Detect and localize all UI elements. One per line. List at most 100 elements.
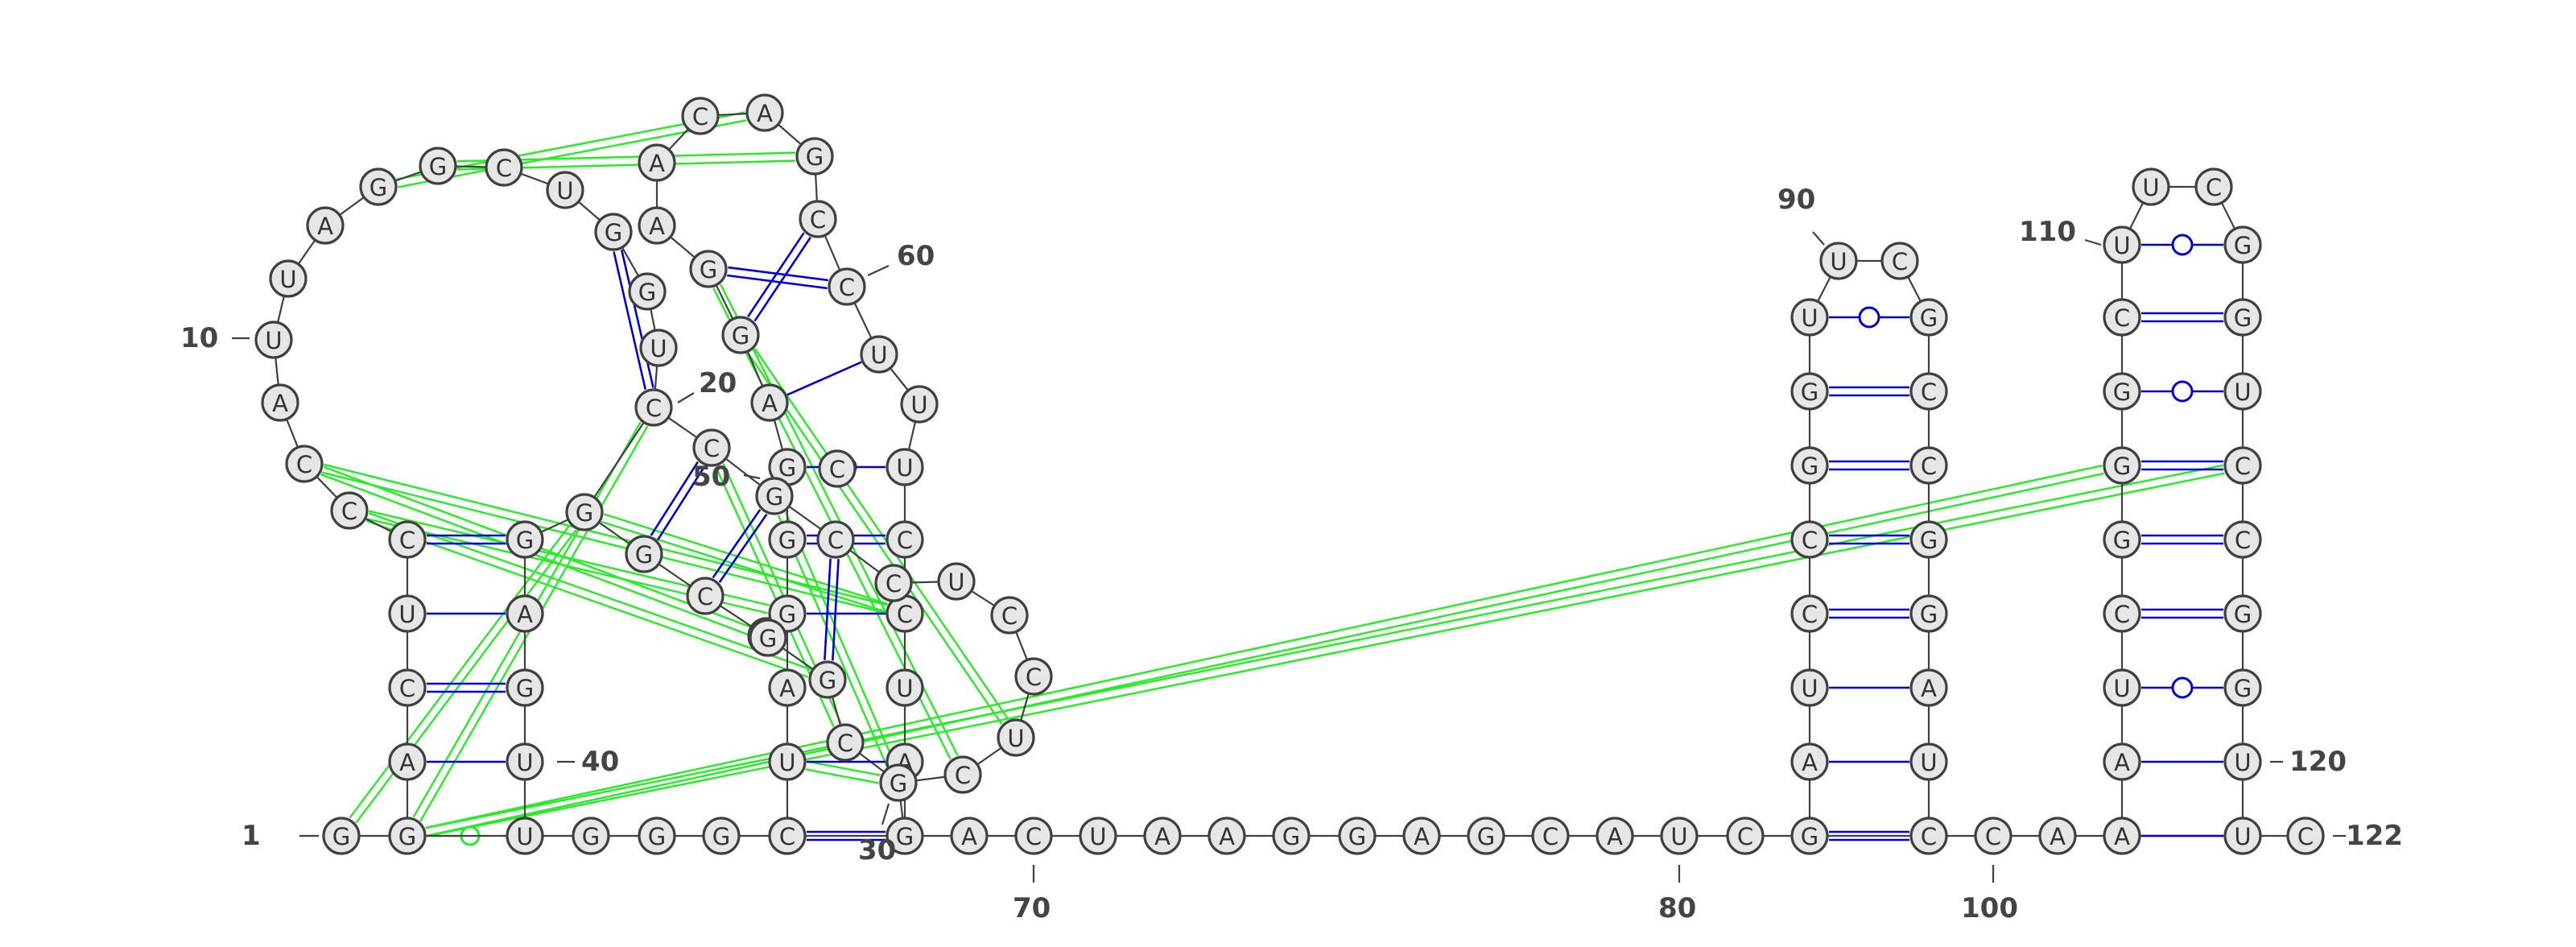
nucleotide-letter: C	[1542, 823, 1558, 850]
nucleotide: G	[1790, 372, 1829, 411]
position-tick	[881, 803, 890, 825]
nucleotide-letter: U	[947, 569, 964, 596]
nucleotide-circle	[2103, 668, 2141, 707]
nucleotide-letter: C	[1921, 378, 1937, 406]
nucleotide-letter: C	[886, 570, 902, 598]
position-label: 120	[2289, 746, 2347, 778]
nucleotide-letter: C	[2297, 823, 2314, 850]
nucleotide: C	[799, 200, 837, 238]
nucleotide-circle	[768, 668, 807, 707]
nucleotide: C	[1790, 594, 1829, 633]
nucleotide-circle	[816, 520, 855, 559]
nucleotide: G	[628, 272, 667, 311]
nucleotide-letter: C	[697, 583, 713, 610]
nucleotide: G	[1467, 817, 1505, 855]
nucleotide-circle	[943, 755, 982, 794]
nucleotide-letter: C	[897, 527, 913, 554]
nucleotide-circle	[2223, 446, 2262, 485]
nucleotide: U	[1660, 817, 1699, 855]
nucleotide: U	[2223, 372, 2262, 411]
nucleotide-circle	[826, 723, 865, 762]
nucleotide-letter: A	[1802, 749, 1818, 776]
canonical-pair	[753, 237, 811, 322]
nucleotide: U	[1819, 242, 1858, 280]
nucleotide: C	[388, 668, 427, 707]
nucleotide-circle	[2223, 594, 2262, 633]
nucleotide-letter: U	[1830, 248, 1847, 275]
nucleotide: C	[681, 97, 720, 135]
nucleotide-circle	[1909, 668, 1948, 707]
nucleotide: G	[689, 250, 728, 288]
nucleotide-circle	[388, 742, 427, 781]
nucleotide-letter: A	[272, 390, 288, 417]
nucleotide-letter: G	[2113, 527, 2131, 554]
nucleotide-letter: U	[398, 601, 415, 628]
nucleotide-circle	[594, 213, 633, 251]
position-tick	[743, 474, 761, 480]
nucleotide-letter: U	[1920, 749, 1937, 776]
nucleotide: C	[874, 564, 913, 602]
nucleotide-circle	[1909, 742, 1948, 781]
nucleotide-circle	[546, 171, 584, 209]
nucleotide-circle	[1014, 657, 1053, 696]
pseudoknot-pair-line	[368, 512, 811, 671]
nucleotide-circle	[900, 385, 939, 424]
nucleotide-letter: C	[1026, 823, 1042, 850]
nucleotide-letter: C	[2206, 174, 2222, 201]
nucleotide-letter: C	[1001, 602, 1018, 630]
position-label: 80	[1658, 892, 1696, 924]
nucleotide-circle	[639, 329, 678, 367]
nucleotide-letter: G	[605, 219, 622, 246]
nucleotide-letter: G	[369, 174, 387, 201]
nucleotide: U	[546, 171, 584, 209]
nucleotide-letter: A	[2050, 823, 2066, 850]
nucleotide: C	[2286, 817, 2325, 855]
nucleotide: U	[2103, 668, 2141, 707]
nucleotide-letter: G	[429, 153, 447, 180]
nucleotide-circle	[506, 742, 544, 781]
nucleotide-circle	[506, 668, 544, 707]
nucleotide-letter: A	[1154, 823, 1170, 850]
nucleotide-letter: U	[870, 341, 887, 369]
nucleotide: C	[2103, 594, 2141, 633]
nucleotide: G	[638, 817, 676, 855]
nucleotide-circle	[755, 477, 794, 515]
nucleotide-letter: G	[2234, 232, 2252, 259]
canonical-pair	[712, 509, 762, 579]
nucleotide-letter: G	[2113, 378, 2131, 406]
pseudoknot-pair-line	[807, 760, 881, 776]
position-label: 90	[1777, 184, 1815, 216]
nucleotide: G	[2223, 298, 2262, 337]
nucleotide: C	[686, 577, 724, 615]
backbone-segment	[584, 407, 654, 513]
nucleotide: C	[1974, 817, 2013, 855]
nucleotide-circle	[886, 817, 924, 855]
nucleotide-circle	[2223, 298, 2262, 337]
nucleotide-letter: C	[2114, 304, 2130, 332]
canonical-pair	[718, 513, 768, 583]
nucleotide: G	[1909, 520, 1948, 559]
pseudoknot-pair-line	[747, 352, 1003, 725]
nucleotide-letter: U	[2234, 823, 2251, 850]
nucleotide-circle	[795, 137, 834, 176]
nucleotide: U	[937, 562, 976, 601]
nucleotide-letter: G	[1801, 378, 1818, 406]
nucleotide: A	[2103, 742, 2141, 781]
nucleotide-letter: A	[1414, 823, 1430, 850]
nucleotide-letter: G	[1348, 823, 1366, 850]
nucleotide-circle	[1790, 594, 1829, 633]
position-label: 10	[180, 322, 218, 354]
nucleotide-letter: A	[317, 213, 333, 240]
nucleotide-letter: U	[2234, 378, 2251, 406]
nucleotide-letter: C	[897, 601, 913, 628]
nucleotide-letter: G	[2234, 304, 2252, 332]
nucleotide-circle	[2223, 742, 2262, 781]
nucleotide: G	[594, 213, 633, 251]
nucleotide-letter: C	[1921, 453, 1937, 480]
nucleotide-circle	[1790, 742, 1829, 781]
nucleotide: U	[254, 320, 293, 359]
backbone-layer	[272, 111, 2306, 837]
nucleotide-letter: A	[1219, 823, 1235, 850]
position-label: 60	[897, 240, 935, 272]
